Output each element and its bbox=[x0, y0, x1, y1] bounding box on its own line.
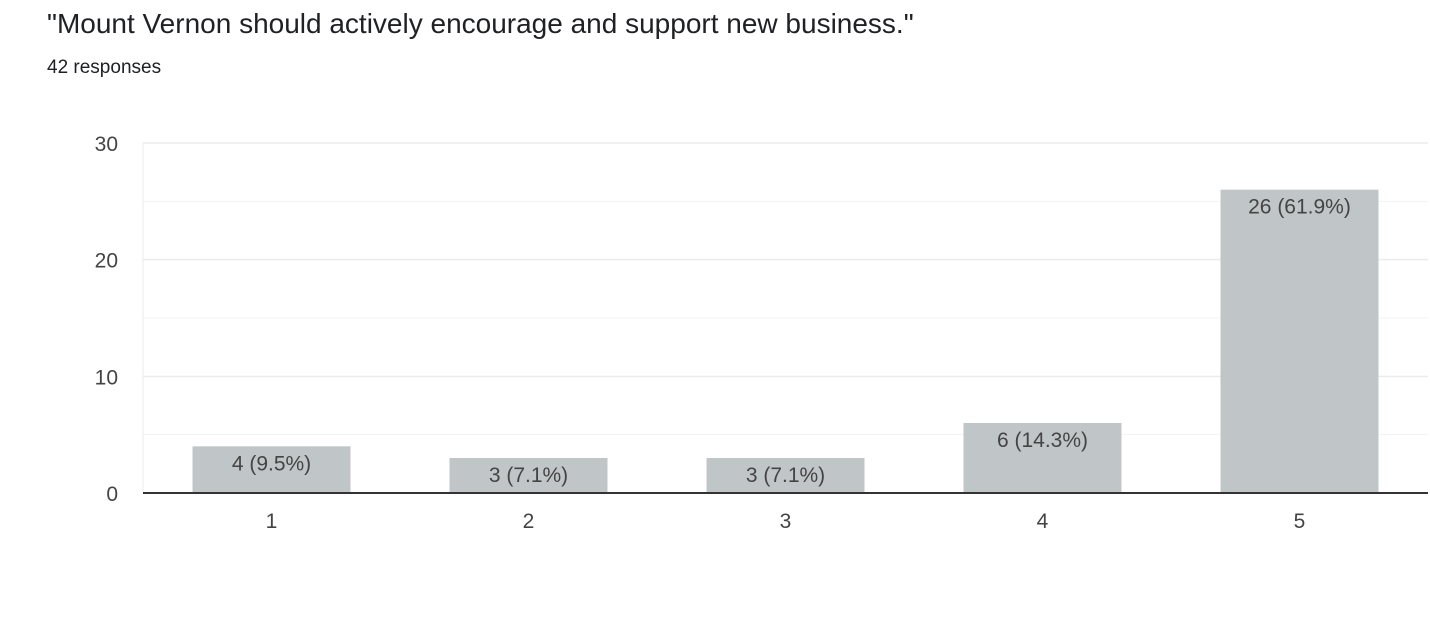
y-tick-label: 0 bbox=[106, 483, 118, 506]
bar-data-label: 3 (7.1%) bbox=[489, 464, 568, 487]
bar bbox=[1220, 189, 1379, 493]
bar bbox=[449, 458, 608, 493]
x-tick-label: 3 bbox=[780, 510, 792, 533]
x-tick-label: 2 bbox=[523, 510, 535, 533]
y-tick-label: 10 bbox=[95, 366, 118, 389]
bar-data-label: 6 (14.3%) bbox=[997, 429, 1088, 452]
response-count: 42 responses bbox=[47, 57, 162, 78]
bar bbox=[706, 458, 865, 493]
y-tick-label: 20 bbox=[95, 250, 118, 273]
question-title: "Mount Vernon should actively encourage … bbox=[47, 8, 914, 39]
bars bbox=[192, 189, 1379, 493]
bar bbox=[192, 446, 351, 493]
y-axis-ticks: 0 10 20 30 bbox=[95, 133, 118, 506]
data-labels: 4 (9.5%) 3 (7.1%) 3 (7.1%) 6 (14.3%) 26 (61.… bbox=[232, 196, 1351, 487]
x-tick-label: 4 bbox=[1037, 510, 1049, 533]
x-axis-ticks: 1 2 3 4 5 bbox=[266, 510, 1306, 533]
bar-data-label: 3 (7.1%) bbox=[746, 464, 825, 487]
y-tick-label: 30 bbox=[95, 133, 118, 156]
bar-data-label: 4 (9.5%) bbox=[232, 452, 311, 475]
bar-data-label: 26 (61.9%) bbox=[1248, 196, 1351, 219]
bar bbox=[963, 423, 1122, 493]
gridlines bbox=[142, 142, 1428, 493]
x-tick-label: 1 bbox=[266, 510, 278, 533]
x-tick-label: 5 bbox=[1294, 510, 1306, 533]
